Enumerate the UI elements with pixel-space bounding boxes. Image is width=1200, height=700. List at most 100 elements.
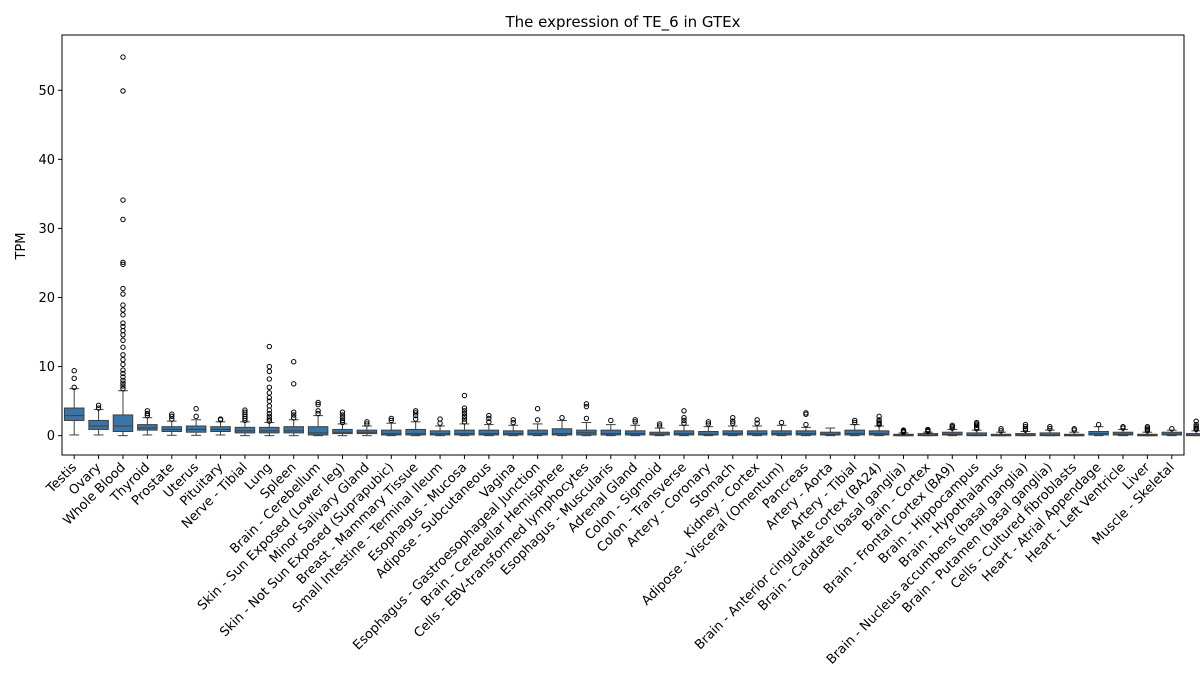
outlier-point xyxy=(1022,423,1029,430)
outlier-point xyxy=(876,413,882,420)
box-iqr xyxy=(405,428,426,436)
y-tick-label: 30 xyxy=(38,222,55,237)
box-group xyxy=(649,421,670,437)
outlier-point xyxy=(852,419,858,426)
box-iqr xyxy=(381,429,402,436)
box-iqr xyxy=(942,431,963,436)
outlier-point xyxy=(461,392,468,399)
outlier-point xyxy=(681,417,687,424)
box-iqr xyxy=(527,429,548,436)
box-group xyxy=(1088,421,1109,437)
box-group xyxy=(88,402,109,436)
outlier-point xyxy=(632,419,638,425)
box-iqr xyxy=(966,432,987,437)
box-group xyxy=(722,414,744,437)
y-tick-label: 0 xyxy=(47,429,55,444)
outlier-point xyxy=(120,54,126,60)
box-iqr xyxy=(844,429,865,436)
outlier-point xyxy=(266,368,273,375)
outlier-point xyxy=(559,414,565,421)
outlier-point xyxy=(315,410,321,417)
outlier-point xyxy=(266,384,273,391)
box-group xyxy=(576,401,597,437)
box-iqr xyxy=(795,430,817,436)
outlier-point xyxy=(315,408,321,414)
outlier-point xyxy=(339,409,346,415)
box-group xyxy=(210,416,231,436)
box-group xyxy=(771,419,792,437)
outlier-point xyxy=(705,421,712,427)
outlier-point xyxy=(656,423,663,429)
outlier-point xyxy=(266,343,273,350)
box-group xyxy=(381,415,402,437)
plot-frame xyxy=(61,34,1185,456)
box-group xyxy=(600,417,622,437)
outlier-point xyxy=(486,412,492,419)
box-iqr xyxy=(771,430,792,436)
outlier-point xyxy=(120,337,126,344)
outlier-point xyxy=(120,320,126,326)
outlier-point xyxy=(120,261,126,268)
y-axis-label: TPM xyxy=(14,233,29,261)
outlier-point xyxy=(412,408,419,414)
outlier-point xyxy=(754,420,760,426)
box-group xyxy=(1039,423,1061,437)
outlier-point xyxy=(120,377,126,384)
outlier-point xyxy=(583,415,590,422)
box-group xyxy=(673,408,695,437)
outlier-point xyxy=(339,414,346,421)
outlier-point xyxy=(583,401,590,407)
outlier-point xyxy=(169,413,175,420)
outlier-point xyxy=(608,417,614,424)
outlier-point xyxy=(266,398,273,404)
outlier-point xyxy=(1193,418,1199,424)
outlier-point xyxy=(291,414,297,421)
box-iqr xyxy=(820,431,841,436)
outlier-point xyxy=(949,422,955,428)
box-group xyxy=(161,411,183,436)
box-group xyxy=(1161,426,1183,437)
box-iqr xyxy=(649,431,670,436)
outlier-point xyxy=(266,390,273,396)
outlier-point xyxy=(169,411,175,417)
box-group xyxy=(185,406,207,436)
outlier-point xyxy=(120,374,126,380)
outlier-point xyxy=(95,402,102,408)
box-iqr xyxy=(454,429,475,436)
outlier-point xyxy=(120,216,126,223)
outlier-point xyxy=(266,363,273,370)
outlier-point xyxy=(193,413,199,420)
box-iqr xyxy=(1112,431,1134,436)
chart-title: The expression of TE_6 in GTEx xyxy=(504,13,740,32)
outlier-point xyxy=(71,384,77,391)
outlier-point xyxy=(461,405,468,411)
outlier-point xyxy=(217,416,224,422)
box-iqr xyxy=(429,430,451,436)
box-group xyxy=(1112,423,1134,437)
box-iqr xyxy=(332,428,353,435)
outlier-point xyxy=(461,410,468,417)
y-tick-label: 50 xyxy=(38,84,55,99)
box-group xyxy=(283,359,304,437)
outlier-point xyxy=(266,416,273,422)
box-group xyxy=(893,427,914,437)
box-iqr xyxy=(502,430,524,436)
outlier-point xyxy=(632,417,638,423)
box-iqr xyxy=(722,430,744,436)
outlier-point xyxy=(437,416,443,422)
box-group xyxy=(942,422,963,437)
outlier-point xyxy=(925,426,931,433)
box-group xyxy=(917,426,939,437)
outlier-point xyxy=(510,417,516,423)
box-group xyxy=(990,426,1012,437)
outlier-point xyxy=(71,368,77,374)
outlier-point xyxy=(120,356,126,363)
outlier-point xyxy=(656,421,663,427)
outlier-point xyxy=(120,385,126,392)
box-iqr xyxy=(600,429,622,436)
outlier-point xyxy=(412,410,419,416)
outlier-point xyxy=(120,285,126,292)
box-group xyxy=(259,343,280,437)
